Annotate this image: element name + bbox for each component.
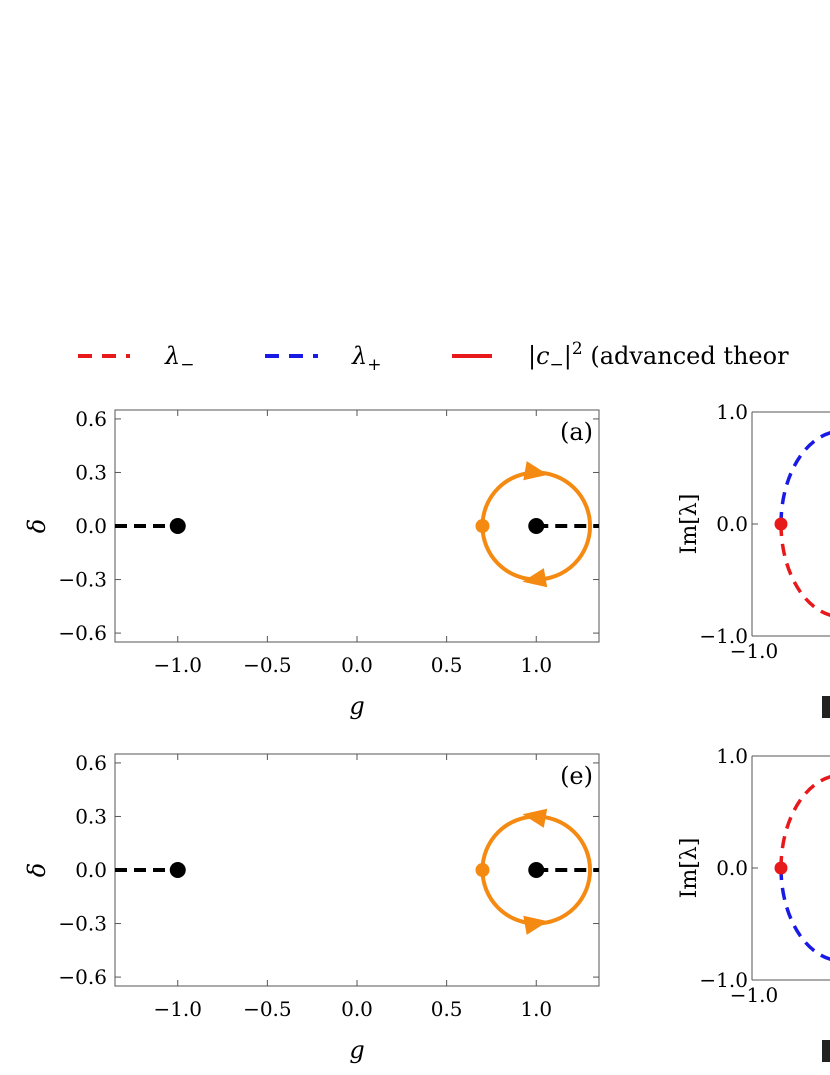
loop-arrow-bottom [523, 915, 549, 935]
y-tick-label: 0.0 [75, 858, 107, 882]
y-tick-label: 0.0 [716, 856, 748, 880]
x-tick-label: −1.0 [730, 639, 779, 663]
y-tick-label: −0.6 [58, 965, 107, 989]
legend-label-2: |c−|2 (advanced theor [528, 339, 789, 375]
series-upper-arc [779, 775, 830, 869]
y-tick-label: −0.3 [58, 568, 107, 592]
exceptional-point [528, 862, 545, 878]
y-tick-label: 0.0 [75, 514, 107, 538]
y-tick-label: −1.0 [699, 968, 748, 992]
loop-arrow-top [522, 808, 548, 828]
start-point [774, 517, 788, 531]
y-tick-label: 1.0 [716, 744, 748, 768]
exceptional-point [528, 518, 545, 534]
loop-arrow-bottom [522, 568, 548, 588]
loop-start-point [475, 863, 490, 877]
y-axis-label: Im[λ] [677, 838, 702, 899]
x-tick-label: −1.0 [153, 997, 202, 1021]
y-tick-label: 0.0 [716, 512, 748, 536]
y-axis-label: δ [23, 863, 51, 877]
x-tick-label: −1.0 [153, 653, 202, 677]
x-tick-label: 0.0 [341, 997, 373, 1021]
start-point [774, 861, 788, 875]
y-axis-label: Im[λ] [677, 494, 702, 555]
x-axis-label: g [349, 1036, 364, 1064]
x-tick-label: 0.5 [431, 653, 463, 677]
y-axis-label: δ [23, 519, 51, 533]
panel-f: 1.0 0.0 −1.0−1.0 Im[λ] [677, 744, 830, 1062]
cropped-axis-label-fragment [822, 696, 830, 718]
series-lower-arc [779, 523, 830, 617]
y-tick-label: 0.3 [75, 804, 107, 828]
plot-frame [114, 409, 600, 643]
panel-label: (e) [560, 762, 593, 790]
x-tick-label: 0.0 [341, 653, 373, 677]
x-tick-label: −1.0 [730, 983, 779, 1007]
panel-a: −1.0 −0.5 0.0 0.5 1.0 0.6 0.3 0.0 −0.3 −0.6 g δ (a) [23, 407, 600, 720]
loop-arrow-top [523, 461, 549, 481]
y-tick-label: 0.3 [75, 460, 107, 484]
panel-e: −1.0 −0.5 0.0 0.5 1.0 0.6 0.3 0.0 −0.3 −0.6 g δ (e) [23, 751, 600, 1064]
legend-label-0: λ− [164, 342, 194, 375]
series-lower-arc [779, 867, 830, 961]
panel-b: 1.0 0.0 −1.0−1.0 Im[λ] [677, 400, 830, 718]
exceptional-point [169, 518, 186, 534]
y-tick-label: 1.0 [716, 400, 748, 424]
x-tick-label: 0.5 [431, 997, 463, 1021]
legend-label-1: λ+ [351, 342, 381, 375]
series-upper-arc [779, 431, 830, 525]
y-tick-label: 0.6 [75, 751, 107, 775]
y-tick-label: 0.6 [75, 407, 107, 431]
y-tick-label: −0.6 [58, 621, 107, 645]
y-tick-label: −1.0 [699, 624, 748, 648]
legend: λ− λ+ |c−|2 (advanced theor [78, 339, 789, 375]
y-tick-label: −0.3 [58, 912, 107, 936]
panel-label: (a) [560, 418, 593, 446]
x-tick-label: −0.5 [243, 653, 292, 677]
x-tick-label: −0.5 [243, 997, 292, 1021]
x-tick-label: 1.0 [520, 997, 552, 1021]
cropped-axis-label-fragment [822, 1040, 830, 1062]
plot-frame [114, 753, 600, 987]
x-tick-label: 1.0 [520, 653, 552, 677]
exceptional-point [169, 862, 186, 878]
loop-start-point [475, 519, 490, 533]
x-axis-label: g [349, 692, 364, 720]
